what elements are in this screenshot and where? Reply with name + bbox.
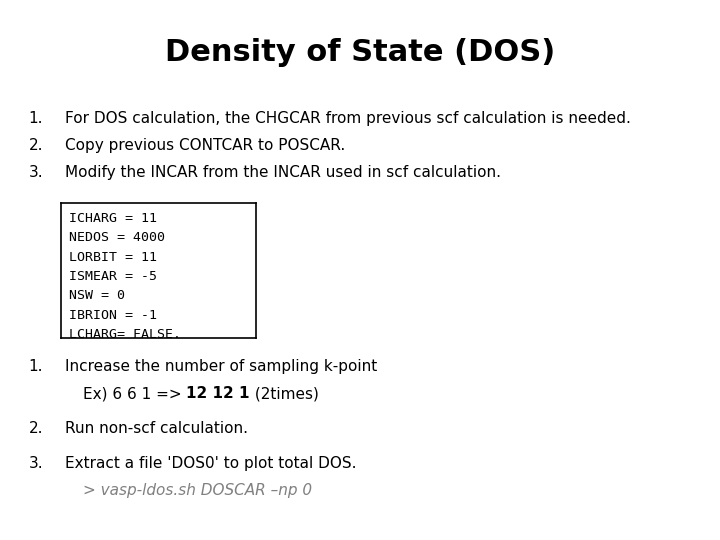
Text: (2times): (2times) [250, 386, 319, 401]
Text: LCHARG= FALSE.: LCHARG= FALSE. [69, 328, 181, 341]
Text: Extract a file 'DOS0' to plot total DOS.: Extract a file 'DOS0' to plot total DOS. [65, 456, 356, 471]
Text: 1.: 1. [29, 111, 43, 126]
Text: 12 12 1: 12 12 1 [186, 386, 250, 401]
Text: 2.: 2. [29, 138, 43, 153]
Text: For DOS calculation, the CHGCAR from previous scf calculation is needed.: For DOS calculation, the CHGCAR from pre… [65, 111, 631, 126]
Text: 3.: 3. [29, 456, 43, 471]
Text: IBRION = -1: IBRION = -1 [69, 309, 157, 322]
Text: > vasp-ldos.sh DOSCAR –np 0: > vasp-ldos.sh DOSCAR –np 0 [83, 483, 312, 498]
Text: NEDOS = 4000: NEDOS = 4000 [69, 231, 165, 244]
Text: Increase the number of sampling k-point: Increase the number of sampling k-point [65, 359, 377, 374]
Text: ISMEAR = -5: ISMEAR = -5 [69, 270, 157, 283]
Text: Modify the INCAR from the INCAR used in scf calculation.: Modify the INCAR from the INCAR used in … [65, 165, 501, 180]
Text: NSW = 0: NSW = 0 [69, 289, 125, 302]
Text: Copy previous CONTCAR to POSCAR.: Copy previous CONTCAR to POSCAR. [65, 138, 345, 153]
Text: Density of State (DOS): Density of State (DOS) [165, 38, 555, 67]
Text: 3.: 3. [29, 165, 43, 180]
Text: 1.: 1. [29, 359, 43, 374]
Text: 2.: 2. [29, 421, 43, 436]
Text: Run non-scf calculation.: Run non-scf calculation. [65, 421, 248, 436]
Text: ICHARG = 11: ICHARG = 11 [69, 212, 157, 225]
Text: LORBIT = 11: LORBIT = 11 [69, 251, 157, 264]
Text: Ex) 6 6 1 =>: Ex) 6 6 1 => [83, 386, 186, 401]
